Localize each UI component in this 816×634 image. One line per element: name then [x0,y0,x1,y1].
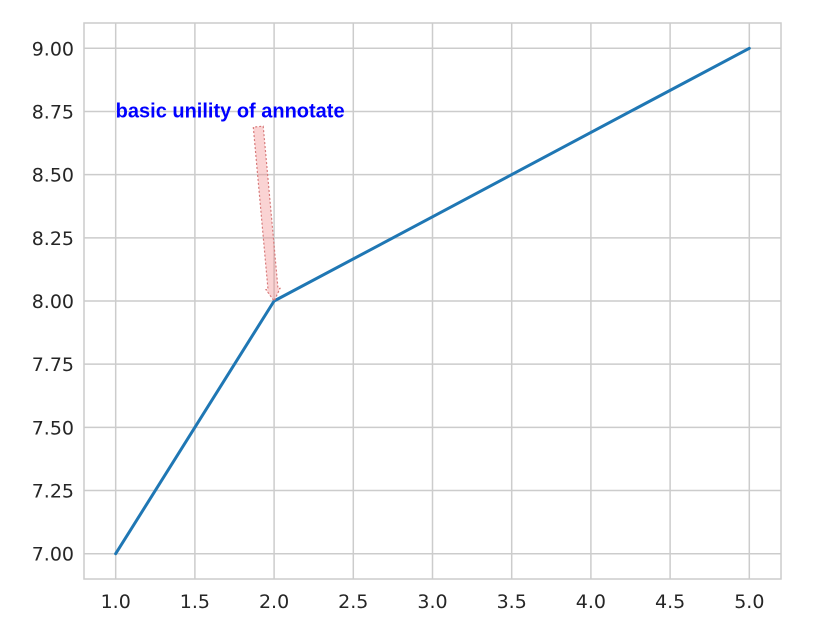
x-tick-label: 3.5 [497,591,527,613]
x-tick-label: 5.0 [734,591,764,613]
y-tick-label: 8.50 [32,165,74,187]
y-tick-label: 7.75 [32,354,74,376]
x-tick-label: 1.5 [180,591,210,613]
x-tick-label: 2.5 [338,591,368,613]
x-tick-label: 4.5 [655,591,685,613]
series-line [114,46,751,556]
plot-frame [83,22,782,580]
y-tick-label: 7.25 [32,481,74,503]
x-axis-ticks: 1.0 1.5 2.0 2.5 3.0 3.5 4.0 4.5 5.0 [101,591,765,613]
y-tick-label: 7.00 [32,544,74,566]
y-axis-ticks: 7.00 7.25 7.50 7.75 8.00 8.25 8.50 8.75 9.00 [32,38,74,565]
y-tick-label: 9.00 [32,38,74,60]
annotation: basic unility of annotate [116,100,345,303]
x-tick-label: 3.0 [417,591,447,613]
x-tick-label: 2.0 [259,591,289,613]
x-tick-label: 4.0 [576,591,606,613]
annotation-text: basic unility of annotate [116,100,345,122]
y-tick-label: 8.25 [32,228,74,250]
grid [84,23,781,579]
y-tick-label: 7.50 [32,417,74,439]
series-layer [114,46,751,556]
y-tick-label: 8.00 [32,291,74,313]
annotation-arrow [252,125,281,303]
y-tick-label: 8.75 [32,101,74,123]
x-tick-label: 1.0 [101,591,131,613]
